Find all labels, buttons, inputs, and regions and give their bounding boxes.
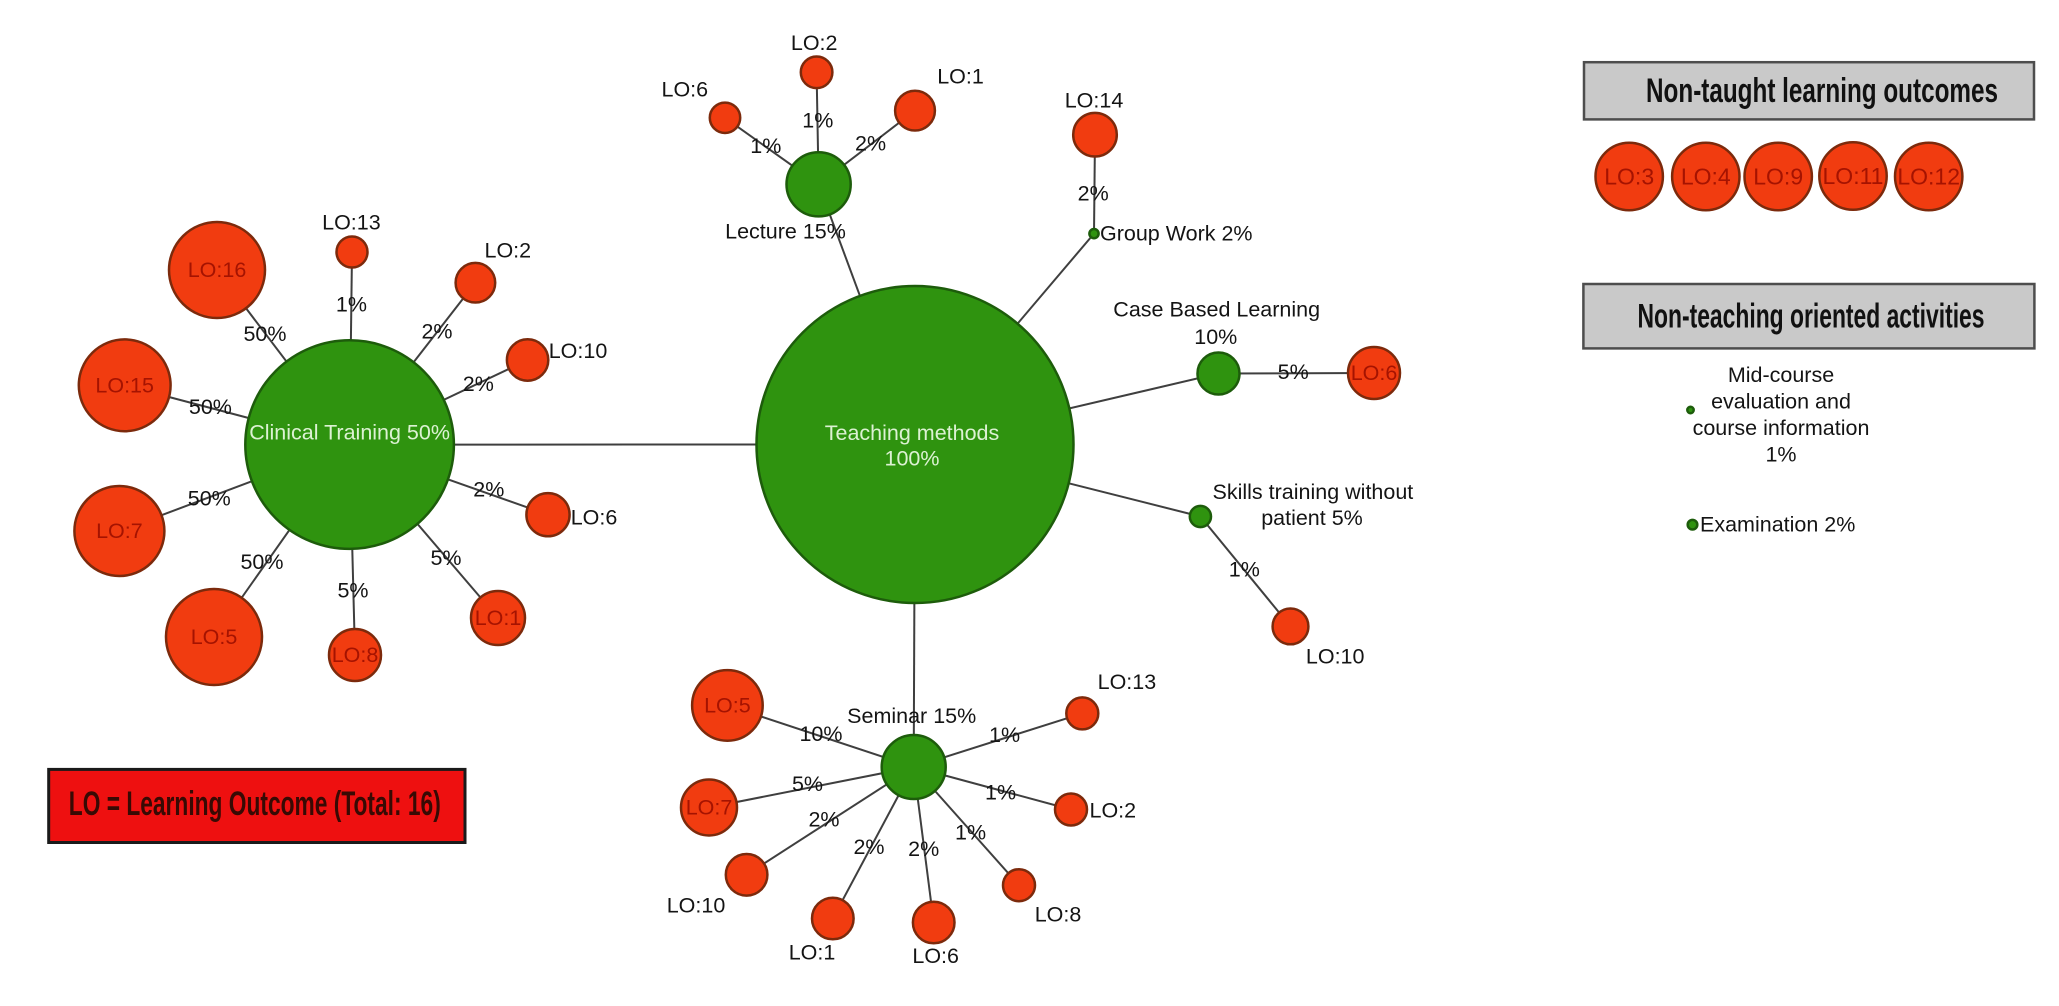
svg-text:50%: 50% — [188, 487, 231, 511]
svg-text:LO:6: LO:6 — [912, 944, 959, 968]
svg-text:Case Based Learning: Case Based Learning — [1113, 298, 1320, 322]
svg-text:LO = Learning Outcome (Total:: LO = Learning Outcome (Total: 16) — [69, 785, 441, 823]
svg-text:1%: 1% — [955, 820, 986, 844]
svg-text:LO:15: LO:15 — [95, 373, 154, 397]
svg-text:2%: 2% — [421, 319, 452, 343]
svg-text:5%: 5% — [792, 772, 823, 796]
svg-text:2%: 2% — [463, 372, 494, 396]
svg-text:Skills training without: Skills training without — [1213, 480, 1414, 504]
svg-text:100%: 100% — [885, 447, 940, 471]
svg-text:1%: 1% — [1229, 558, 1260, 582]
svg-text:LO:16: LO:16 — [188, 258, 247, 282]
svg-text:5%: 5% — [430, 546, 461, 570]
svg-text:Non-taught learning outcomes: Non-taught learning outcomes — [1646, 72, 1998, 110]
svg-text:Clinical Training 50%: Clinical Training 50% — [249, 421, 450, 445]
svg-text:LO:6: LO:6 — [571, 506, 618, 530]
svg-text:LO:9: LO:9 — [1753, 164, 1803, 190]
svg-text:LO:2: LO:2 — [791, 31, 838, 55]
svg-text:5%: 5% — [337, 578, 368, 602]
svg-text:2%: 2% — [808, 808, 839, 832]
svg-text:1%: 1% — [336, 292, 367, 316]
svg-text:Non-teaching oriented activiti: Non-teaching oriented activities — [1638, 298, 1985, 336]
svg-text:LO:6: LO:6 — [661, 78, 708, 102]
svg-text:LO:10: LO:10 — [549, 339, 608, 363]
svg-text:LO:4: LO:4 — [1681, 164, 1731, 190]
svg-text:10%: 10% — [799, 722, 842, 746]
svg-text:LO:3: LO:3 — [1604, 164, 1654, 190]
svg-text:Mid-course: Mid-course — [1728, 363, 1834, 387]
svg-text:50%: 50% — [189, 395, 232, 419]
svg-text:Teaching methods: Teaching methods — [825, 421, 1000, 445]
svg-text:2%: 2% — [855, 132, 886, 156]
svg-text:course information: course information — [1693, 416, 1870, 440]
svg-text:Examination 2%: Examination 2% — [1700, 513, 1855, 537]
svg-text:LO:7: LO:7 — [686, 796, 733, 820]
svg-text:Lecture 15%: Lecture 15% — [725, 219, 846, 243]
svg-text:2%: 2% — [473, 478, 504, 502]
svg-text:LO:14: LO:14 — [1065, 89, 1124, 113]
svg-text:50%: 50% — [240, 550, 283, 574]
svg-text:10%: 10% — [1194, 325, 1237, 349]
svg-text:LO:1: LO:1 — [937, 64, 984, 88]
svg-text:LO:8: LO:8 — [332, 643, 379, 667]
svg-text:LO:7: LO:7 — [96, 519, 143, 543]
svg-text:Seminar 15%: Seminar 15% — [847, 704, 976, 728]
svg-text:2%: 2% — [908, 837, 939, 861]
svg-text:LO:1: LO:1 — [475, 606, 522, 630]
svg-text:2%: 2% — [853, 835, 884, 859]
svg-text:5%: 5% — [1278, 360, 1309, 384]
svg-text:LO:12: LO:12 — [1897, 164, 1960, 190]
svg-text:LO:8: LO:8 — [1035, 903, 1082, 927]
svg-text:1%: 1% — [985, 780, 1016, 804]
svg-text:LO:11: LO:11 — [1823, 163, 1884, 189]
svg-text:LO:2: LO:2 — [1089, 798, 1136, 822]
svg-text:LO:2: LO:2 — [484, 238, 531, 262]
svg-text:LO:10: LO:10 — [667, 894, 726, 918]
svg-text:LO:10: LO:10 — [1306, 644, 1365, 668]
svg-text:1%: 1% — [802, 109, 833, 133]
svg-text:2%: 2% — [1078, 181, 1109, 205]
svg-text:LO:5: LO:5 — [191, 625, 238, 649]
svg-text:LO:13: LO:13 — [322, 210, 381, 234]
svg-text:LO:5: LO:5 — [704, 693, 751, 717]
svg-text:50%: 50% — [243, 322, 286, 346]
svg-text:1%: 1% — [750, 134, 781, 158]
svg-text:1%: 1% — [989, 723, 1020, 747]
svg-text:LO:13: LO:13 — [1098, 670, 1157, 694]
svg-text:1%: 1% — [1765, 443, 1796, 467]
svg-text:Group Work 2%: Group Work 2% — [1100, 222, 1253, 246]
svg-text:LO:1: LO:1 — [789, 941, 836, 965]
svg-text:LO:6: LO:6 — [1351, 361, 1398, 385]
svg-text:patient 5%: patient 5% — [1261, 506, 1363, 530]
svg-text:evaluation and: evaluation and — [1711, 389, 1851, 413]
